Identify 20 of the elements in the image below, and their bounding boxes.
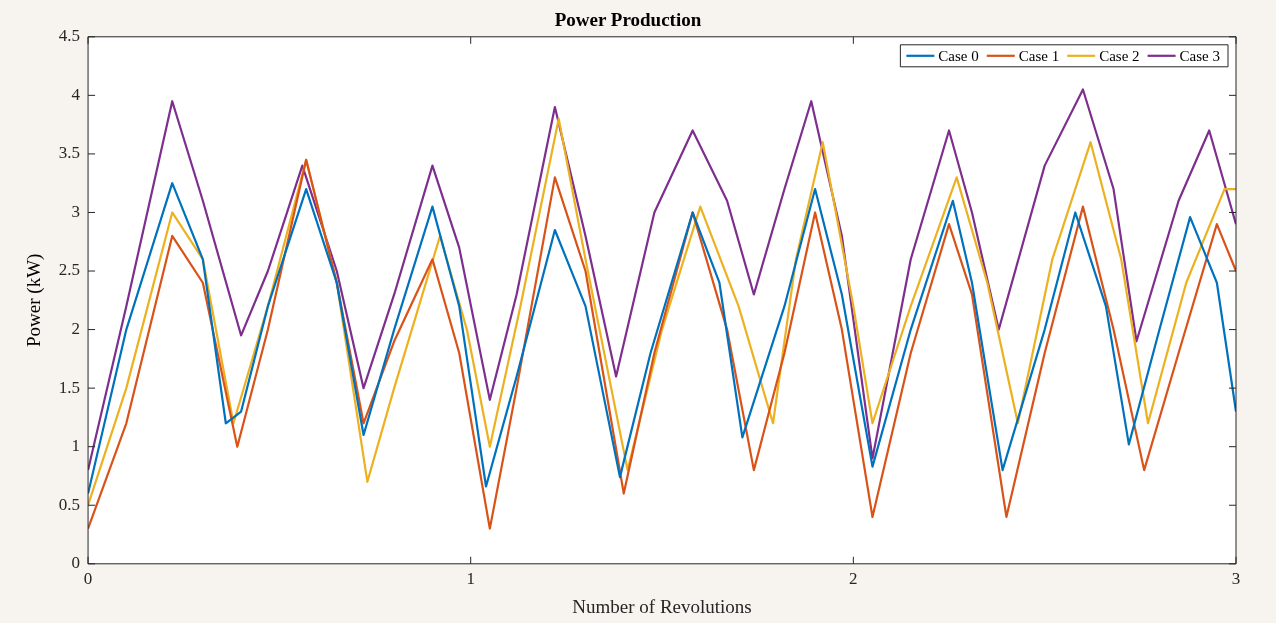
legend-label: Case 3 <box>1179 47 1221 64</box>
y-tick-label: 3 <box>71 201 81 221</box>
x-tick-label: 2 <box>849 569 858 589</box>
y-axis-title: Power (kW) <box>23 253 46 347</box>
y-tick-label: 0.5 <box>58 494 81 514</box>
y-tick-label: 4 <box>71 84 81 104</box>
y-tick-label: 2.5 <box>58 260 81 280</box>
y-tick-label: 1 <box>71 436 81 456</box>
legend-label: Case 1 <box>1018 47 1060 64</box>
chart-title: Power Production <box>554 9 702 31</box>
x-tick-label: 1 <box>466 569 475 589</box>
legend-label: Case 0 <box>938 47 979 64</box>
y-tick-label: 2 <box>71 319 81 339</box>
y-tick-label: 0 <box>71 553 81 573</box>
y-tick-label: 3.5 <box>58 143 81 163</box>
y-tick-label: 1.5 <box>58 377 81 397</box>
y-tick-label: 4.5 <box>58 26 81 46</box>
legend-label: Case 2 <box>1099 47 1140 64</box>
x-axis-title: Number of Revolutions <box>572 595 752 617</box>
x-tick-label: 3 <box>1231 569 1241 589</box>
